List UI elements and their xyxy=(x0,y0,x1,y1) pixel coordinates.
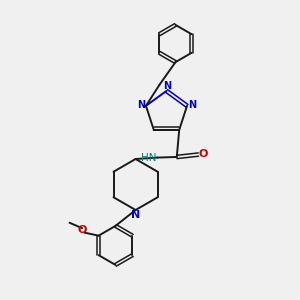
Text: N: N xyxy=(188,100,196,110)
Text: N: N xyxy=(163,81,171,91)
Text: N: N xyxy=(131,210,140,220)
Text: O: O xyxy=(77,225,87,235)
Text: O: O xyxy=(199,149,208,159)
Text: HN: HN xyxy=(141,153,157,163)
Text: N: N xyxy=(137,100,145,110)
